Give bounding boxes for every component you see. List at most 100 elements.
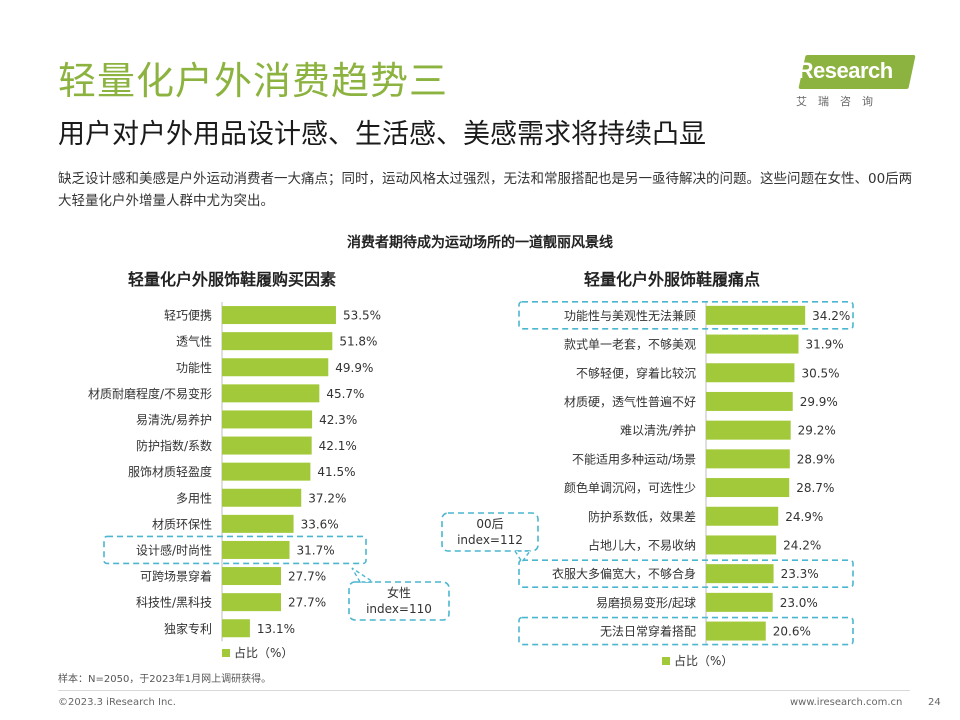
chart-1-value-label: 29.9% <box>800 395 838 409</box>
page-number: 24 <box>928 697 941 708</box>
chart-0-bar <box>222 567 282 586</box>
left-chart-title: 轻量化户外服饰鞋履购买因素 <box>128 270 337 289</box>
chart-1-bar <box>706 305 806 325</box>
chart-0-highlight-box <box>103 535 367 565</box>
chart-0-category-label: 轻巧便携 <box>164 308 212 323</box>
chart-0-bar <box>222 593 282 612</box>
chart-1-category-label: 难以清洗/养护 <box>620 423 696 438</box>
chart-1-callout-tail <box>513 550 532 564</box>
chart-0-category-label: 服饰材质轻盈度 <box>128 464 212 479</box>
chart-0-value-label: 27.7% <box>288 596 326 610</box>
chart-0-category-label: 透气性 <box>176 334 212 349</box>
chart-1-category-label: 不够轻便，穿着比较沉 <box>576 365 696 380</box>
chart-1-category-label: 易磨损易变形/起球 <box>596 595 696 610</box>
logo-name: iResearch <box>792 58 893 83</box>
chart-0-category-label: 可跨场景穿着 <box>140 569 212 584</box>
chart-1-category-label: 材质硬，透气性普遍不好 <box>564 394 696 409</box>
chart-0-category-label: 科技性/黑科技 <box>136 596 212 610</box>
chart-1-category-label: 衣服大多偏宽大，不够合身 <box>552 566 696 581</box>
chart-0-category-label: 设计感/时尚性 <box>136 542 212 557</box>
chart-1-bar <box>706 535 777 555</box>
chart-1-value-label: 31.9% <box>806 338 844 352</box>
chart-1-category-label: 不能适用多种运动/场景 <box>572 452 696 466</box>
chart-0-callout-box <box>348 581 450 621</box>
chart-0-value-label: 51.8% <box>339 335 377 349</box>
chart-0-bar <box>222 384 320 403</box>
chart-0-bar <box>222 540 290 559</box>
chart-0-value-label: 13.1% <box>257 622 295 636</box>
chart-1-legend-swatch <box>662 657 670 665</box>
chart-1-highlight-box <box>518 559 854 588</box>
chart-0-value-label: 41.5% <box>317 465 355 479</box>
chart-0-value-label: 42.1% <box>319 439 357 453</box>
chart-1-category-label: 无法日常穿着搭配 <box>600 624 696 639</box>
chart-0-category-label: 易清洗/易养护 <box>136 412 212 427</box>
copyright: ©2023.3 iResearch Inc. <box>58 697 176 708</box>
chart-1-value-label: 34.2% <box>812 309 850 323</box>
logo-subtitle: 艾瑞咨询 <box>796 95 884 108</box>
chart-0-bar <box>222 514 294 533</box>
chart-1-value-label: 23.3% <box>781 567 819 581</box>
chart-0-bar <box>222 462 311 481</box>
chart-1-bar <box>706 564 774 584</box>
chart-1-category-label: 颜色单调沉闷，可选性少 <box>564 480 696 495</box>
chart-0-bar <box>222 488 302 507</box>
chart-1-bar <box>706 592 773 612</box>
chart-0-bar <box>222 306 336 325</box>
chart-1-bar <box>706 334 799 354</box>
chart-0-value-label: 45.7% <box>326 387 364 401</box>
chart-1-bar <box>706 449 790 469</box>
page-title: 轻量化户外消费趋势三 <box>58 59 449 103</box>
chart-1-value-label: 23.0% <box>780 596 818 610</box>
chart-0-category-label: 功能性 <box>176 361 212 375</box>
chart-1-callout-box <box>441 512 539 552</box>
chart-0-category-label: 独家专利 <box>164 621 212 636</box>
chart-1-value-label: 28.7% <box>796 481 834 495</box>
chart-0-bar <box>222 410 313 429</box>
chart-1-bar <box>706 506 779 526</box>
chart-1-value-label: 28.9% <box>797 452 835 466</box>
chart-0-bar <box>222 332 333 351</box>
chart-0-callout-line2: index=110 <box>366 602 432 616</box>
sample-note: 样本：N=2050，于2023年1月网上调研获得。 <box>58 674 272 685</box>
chart-0-value-label: 31.7% <box>297 543 335 557</box>
chart-1-value-label: 30.5% <box>801 366 839 380</box>
charts-heading: 消费者期待成为运动场所的一道靓丽风景线 <box>347 235 613 251</box>
chart-0-callout-tail <box>351 567 376 583</box>
chart-1-value-label: 24.2% <box>783 538 821 552</box>
chart-1-highlight-box <box>518 301 854 330</box>
chart-1-value-label: 29.2% <box>798 424 836 438</box>
chart-0-category-label: 材质耐磨程度/不易变形 <box>88 386 212 401</box>
chart-0-value-label: 33.6% <box>301 517 339 531</box>
chart-0-value-label: 42.3% <box>319 413 357 427</box>
chart-1-category-label: 占地儿大，不易收纳 <box>588 537 696 552</box>
chart-1-category-label: 功能性与美观性无法兼顾 <box>564 309 696 323</box>
page-description: 缺乏设计感和美感是户外运动消费者一大痛点；同时，运动风格太过强烈，无法和常服搭配… <box>58 171 913 209</box>
chart-0-category-label: 材质环保性 <box>152 517 212 531</box>
chart-1-bar <box>706 391 793 411</box>
footer-divider <box>58 690 910 691</box>
chart-0-legend-label: 占比（%） <box>234 645 293 660</box>
chart-0-value-label: 27.7% <box>288 570 326 584</box>
chart-1-value-label: 24.9% <box>785 510 823 524</box>
page-subtitle: 用户对户外用品设计感、生活感、美感需求将持续凸显 <box>58 119 706 150</box>
chart-1-category-label: 防护系数低，效果差 <box>588 509 696 524</box>
chart-0-value-label: 53.5% <box>343 309 381 323</box>
chart-1-callout-line2: index=112 <box>457 533 523 547</box>
chart-1-bar <box>706 478 790 498</box>
chart-0-callout-line1: 女性 <box>387 585 411 600</box>
chart-0-category-label: 多用性 <box>176 491 212 505</box>
chart-1-legend-label: 占比（%） <box>674 653 733 668</box>
chart-1-category-label: 款式单一老套，不够美观 <box>564 338 696 352</box>
chart-1-bar <box>706 363 795 383</box>
chart-0-bar <box>222 619 250 638</box>
chart-0-value-label: 49.9% <box>335 361 373 375</box>
chart-1-bar <box>706 420 791 440</box>
chart-0-legend-swatch <box>222 649 230 657</box>
right-chart-title: 轻量化户外服饰鞋履痛点 <box>584 270 761 289</box>
chart-1-highlight-box <box>518 616 854 646</box>
chart-1-bar <box>706 621 766 641</box>
website-link[interactable]: www.iresearch.com.cn <box>790 697 903 708</box>
iresearch-logo: iResearch 艾瑞咨询 <box>792 55 916 113</box>
chart-0-category-label: 防护指数/系数 <box>136 438 212 453</box>
